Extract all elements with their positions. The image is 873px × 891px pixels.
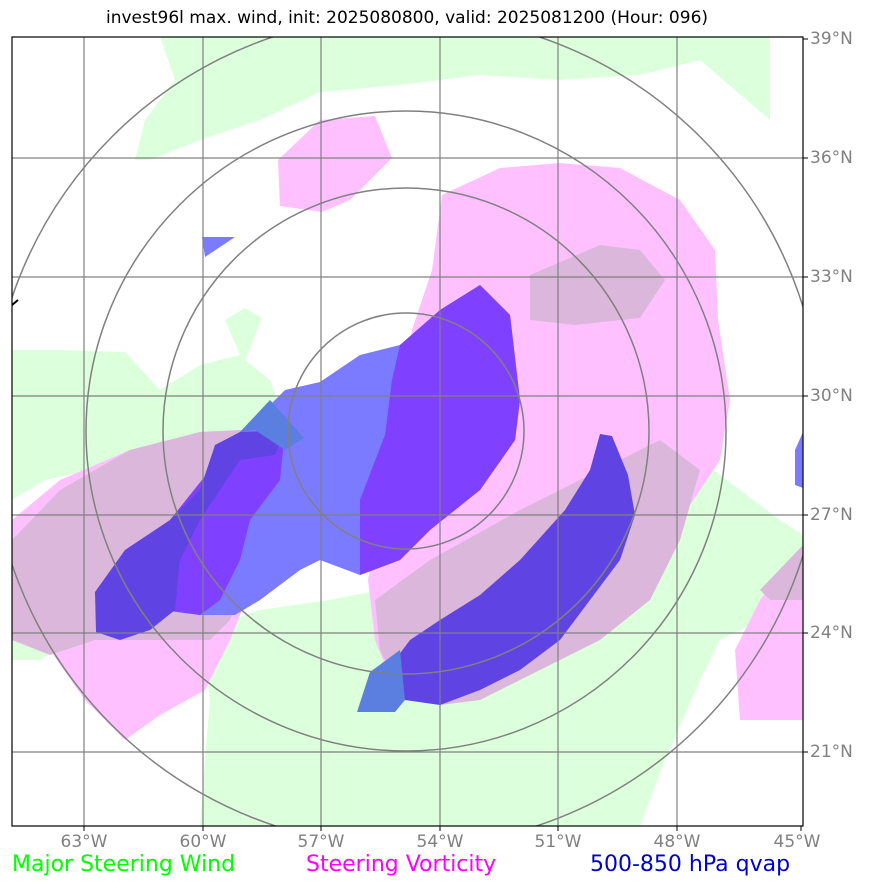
qvap-core-west (165, 430, 285, 615)
legend-steering-vorticity: Steering Vorticity (306, 852, 497, 877)
lat-label-27: 27°N (810, 505, 853, 525)
lat-label-24: 24°N (810, 623, 853, 643)
wind-area-west (12, 308, 285, 500)
range-ring-3 (85, 110, 727, 752)
range-ring-1 (287, 312, 525, 550)
map-title: invest96l max. wind, init: 2025080800, v… (105, 8, 709, 28)
vorticity-area-north (278, 116, 392, 212)
range-ring-2 (162, 187, 650, 675)
lat-label-21: 21°N (810, 742, 853, 762)
lon-label-60: 60°W (179, 832, 227, 852)
lon-label-48: 48°W (653, 832, 701, 852)
qvap-overlap-southeast (395, 434, 635, 705)
map-frame (11, 36, 804, 827)
qvap-area-small-north (202, 237, 235, 257)
lat-label-30: 30°N (810, 386, 853, 406)
qvap-area-east-edge (795, 432, 803, 488)
lon-label-54: 54°W (416, 832, 464, 852)
lon-label-63: 63°W (60, 832, 108, 852)
legend: Major Steering Wind Steering Vorticity 5… (0, 852, 873, 882)
coastline-fragment (12, 299, 19, 306)
lon-label-57: 57°W (297, 832, 345, 852)
overlap-area-northeast (530, 245, 665, 325)
lat-label-36: 36°N (810, 148, 853, 168)
wind-area-north (135, 37, 770, 160)
qvap-overlap-areas (95, 432, 635, 705)
lat-label-33: 33°N (810, 267, 853, 287)
range-rings (12, 37, 803, 826)
legend-steering-wind: Major Steering Wind (12, 852, 236, 877)
graticule (12, 37, 803, 826)
lon-label-51: 51°W (534, 832, 582, 852)
axis-ticks (83, 38, 808, 831)
lat-label-39: 39°N (810, 29, 853, 49)
map-layers (12, 37, 803, 826)
qvap-shade-south (357, 650, 405, 712)
legend-qvap: 500-850 hPa qvap (590, 852, 791, 877)
lon-label-45: 45°W (773, 832, 821, 852)
qvap-overlap-west (95, 432, 285, 640)
